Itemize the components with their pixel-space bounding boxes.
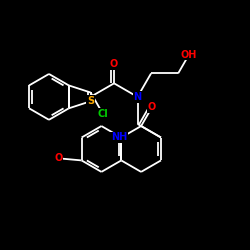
Text: O: O [110, 59, 118, 69]
Text: NH: NH [111, 132, 127, 142]
Text: O: O [148, 102, 156, 112]
Text: Cl: Cl [98, 108, 108, 118]
Text: S: S [87, 96, 94, 106]
Text: O: O [54, 153, 63, 163]
Text: N: N [134, 92, 141, 102]
Text: OH: OH [181, 50, 197, 60]
